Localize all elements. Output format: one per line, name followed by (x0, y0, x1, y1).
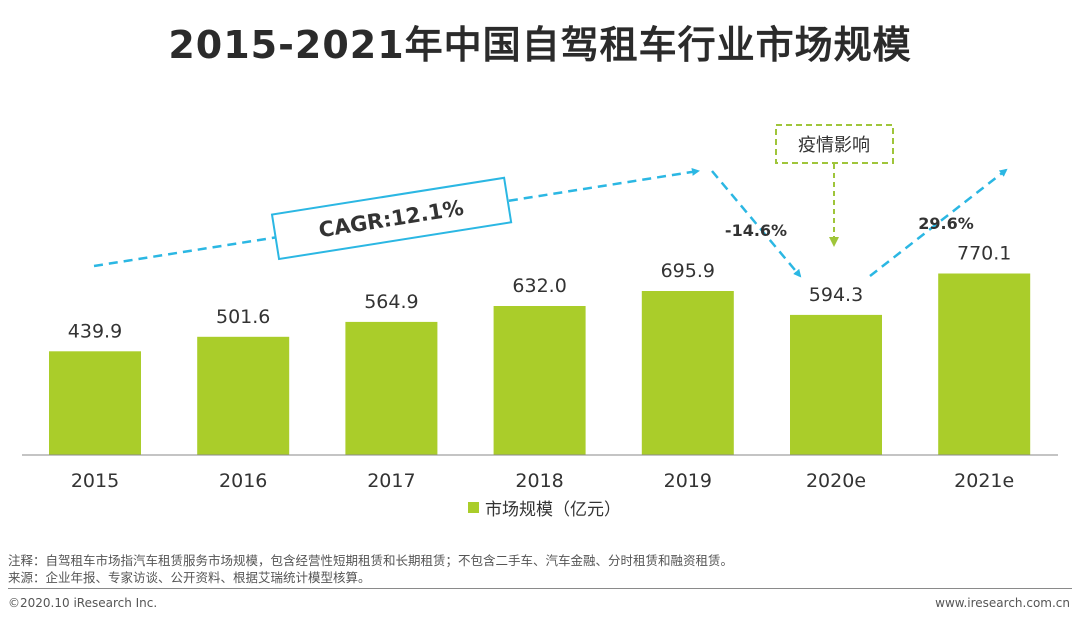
x-tick-label-2021e: 2021e (954, 470, 1014, 492)
decline-arrow-2020 (711, 170, 802, 278)
x-tick-label-2020e: 2020e (806, 470, 866, 492)
bar-2021e (938, 273, 1031, 455)
chart-title: 2015-2021年中国自驾租车行业市场规模 (168, 23, 912, 67)
value-label-2016: 501.6 (216, 306, 270, 328)
value-label-2020e: 594.3 (809, 284, 863, 306)
event-label: 疫情影响 (798, 135, 870, 156)
footer-divider (8, 588, 1072, 589)
x-tick-label-2015: 2015 (71, 470, 119, 492)
website-link[interactable]: www.iresearch.com.cn (935, 596, 1070, 610)
x-tick-label-2016: 2016 (219, 470, 267, 492)
source-text: 来源：企业年报、专家访谈、公开资料、根据艾瑞统计模型核算。 (8, 570, 371, 585)
growth-label-2021: 29.6% (918, 214, 974, 233)
cagr-box: CAGR:12.1% (270, 176, 513, 261)
value-label-2019: 695.9 (661, 260, 715, 282)
bar-2019 (641, 291, 734, 455)
bar-2020e (790, 314, 882, 455)
value-label-2017: 564.9 (364, 291, 418, 313)
bar-2015 (49, 351, 141, 455)
legend-swatch (468, 502, 479, 513)
growth-label-2020: -14.6% (725, 221, 787, 240)
x-tick-label-2018: 2018 (515, 470, 563, 492)
value-label-2021e: 770.1 (957, 243, 1011, 265)
notes: 注释：自驾租车市场指汽车租赁服务市场规模，包含经营性短期租赁和长期租赁；不包含二… (8, 552, 733, 586)
legend: 市场规模（亿元） (468, 495, 621, 520)
note-text: 注释：自驾租车市场指汽车租赁服务市场规模，包含经营性短期租赁和长期租赁；不包含二… (8, 553, 734, 568)
value-label-2018: 632.0 (512, 275, 566, 297)
bar-2017 (345, 321, 438, 455)
event-box (775, 124, 894, 164)
bar-2016 (197, 336, 290, 455)
legend-label: 市场规模（亿元） (485, 500, 621, 520)
bar-2018 (493, 306, 586, 455)
copyright: ©2020.10 iResearch Inc. (8, 596, 158, 610)
x-tick-label-2019: 2019 (664, 470, 712, 492)
rise-arrow-2021 (869, 168, 1008, 277)
value-label-2015: 439.9 (68, 320, 122, 342)
x-tick-label-2017: 2017 (367, 470, 415, 492)
